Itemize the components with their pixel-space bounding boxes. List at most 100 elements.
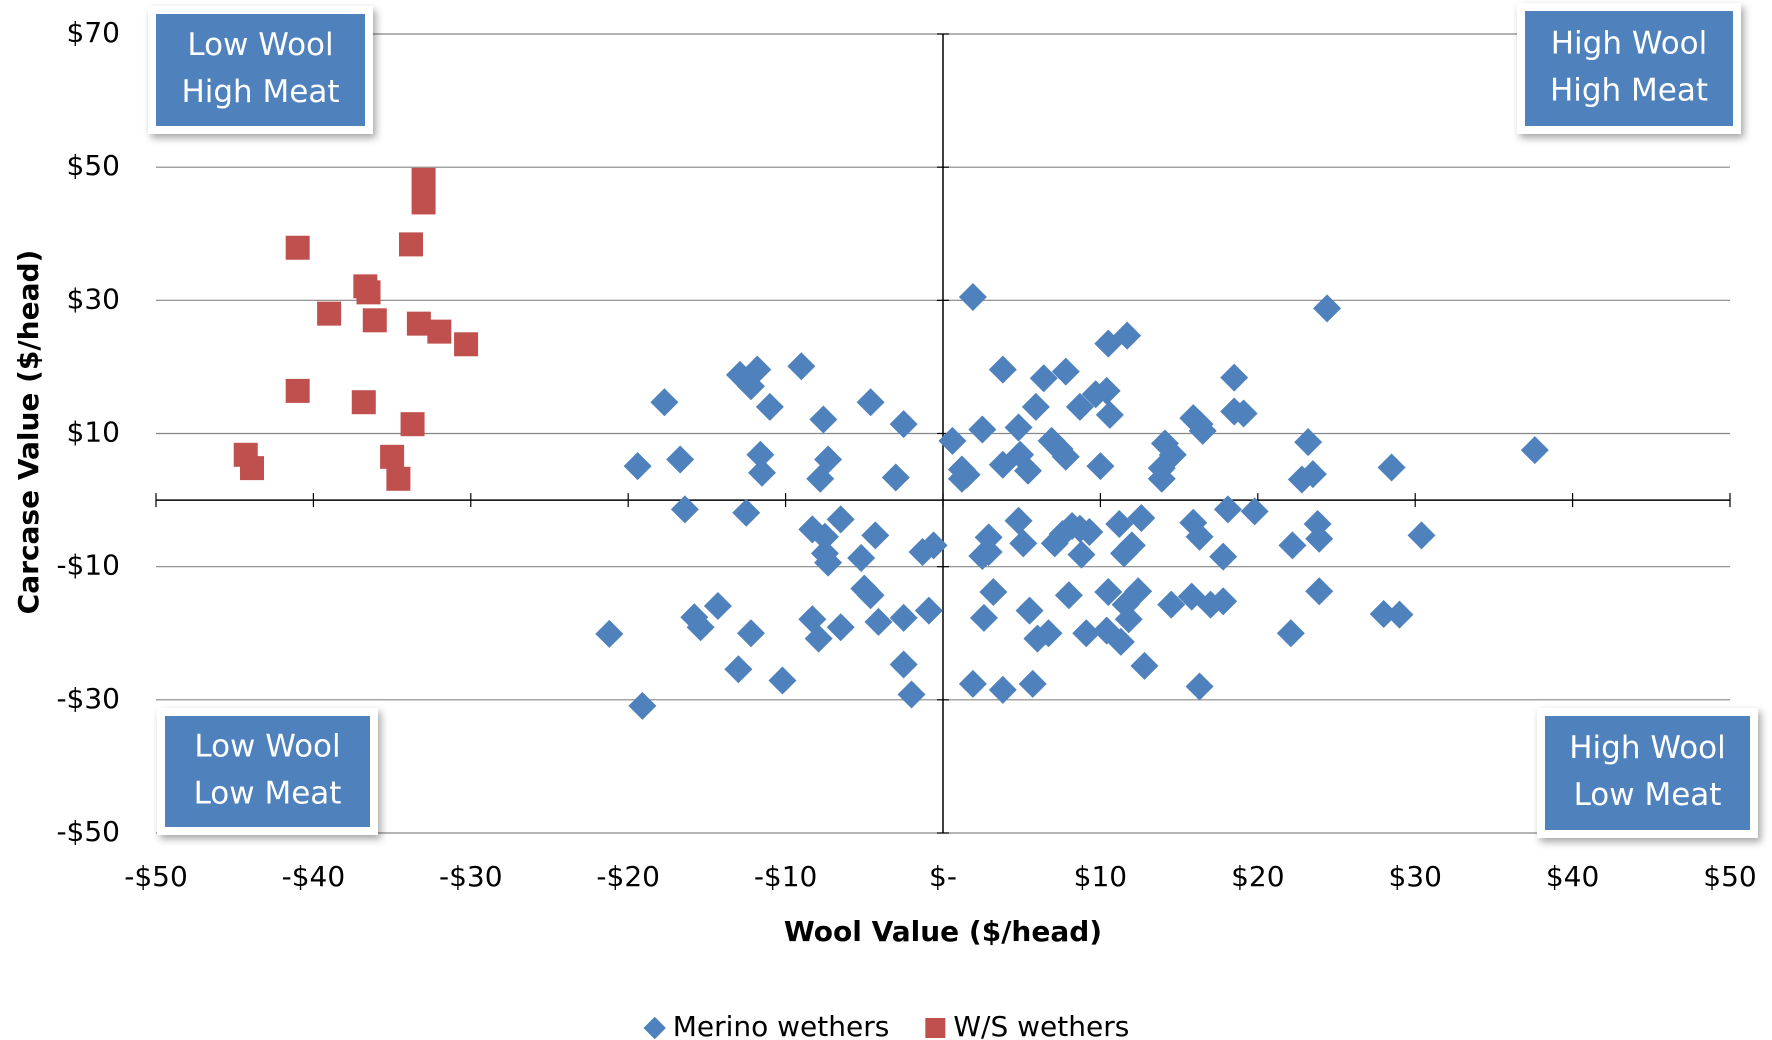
point (400, 412, 425, 437)
quadrant-text: High Meat (1550, 73, 1708, 109)
x-tick-label: $10 (1074, 860, 1127, 893)
point (1067, 540, 1096, 569)
point (1127, 504, 1156, 533)
quadrant-label: High Wool Low Meat (1537, 708, 1758, 838)
point (454, 332, 479, 357)
point (768, 666, 797, 695)
y-axis-title: Carcase Value ($/head) (12, 250, 45, 615)
point (806, 464, 835, 493)
x-tick-label: -$30 (439, 860, 503, 893)
point (380, 444, 405, 469)
point (427, 319, 452, 344)
point (826, 505, 855, 534)
point (864, 607, 893, 636)
point (856, 581, 885, 610)
legend: Merino wethers W/S wethers (643, 1010, 1129, 1040)
point (1229, 399, 1258, 428)
point (732, 498, 761, 527)
point (670, 495, 699, 524)
point (1278, 531, 1307, 560)
point (804, 624, 833, 653)
point (1520, 436, 1549, 465)
quadrant-box (1545, 716, 1750, 830)
point (938, 426, 967, 455)
x-tick-label: -$40 (282, 860, 346, 893)
point (889, 410, 918, 439)
point (988, 675, 1017, 704)
point (755, 392, 784, 421)
point (914, 596, 943, 625)
quadrant-label: High Wool High Meat (1517, 3, 1741, 134)
point (861, 521, 890, 550)
point (1021, 392, 1050, 421)
point (1086, 452, 1115, 481)
point (1185, 522, 1214, 551)
point (703, 591, 732, 620)
point (1106, 627, 1135, 656)
quadrant-label: Low Wool Low Meat (157, 708, 378, 835)
point (1105, 510, 1134, 539)
point (809, 405, 838, 434)
point (969, 603, 998, 632)
x-tick-label: $50 (1703, 860, 1756, 893)
point (787, 352, 816, 381)
point (1213, 495, 1242, 524)
y-tick-label: $30 (67, 282, 120, 315)
y-tick-label: -$30 (56, 682, 120, 715)
point (747, 458, 776, 487)
point (1130, 651, 1159, 680)
point (1220, 363, 1249, 392)
point (736, 619, 765, 648)
point (1065, 392, 1094, 421)
point (988, 355, 1017, 384)
point (919, 531, 948, 560)
quadrant-text: Low Wool (194, 729, 340, 765)
quadrant-label: Low Wool High Meat (148, 6, 373, 134)
legend-marker (643, 1016, 666, 1040)
point (826, 613, 855, 642)
point (623, 452, 652, 481)
point (1305, 524, 1334, 553)
point (356, 280, 381, 305)
point (1185, 672, 1214, 701)
point (968, 415, 997, 444)
point (1294, 428, 1323, 457)
quadrant-text: Low Meat (194, 776, 342, 812)
point (889, 650, 918, 679)
point (411, 190, 436, 215)
point (595, 619, 624, 648)
point (1072, 619, 1101, 648)
point (847, 544, 876, 573)
point (1051, 357, 1080, 386)
y-tick-label: -$50 (56, 815, 120, 848)
x-tick-label: $- (929, 860, 957, 893)
point (406, 311, 431, 336)
point (1113, 321, 1142, 350)
point (1124, 577, 1153, 606)
point (856, 388, 885, 417)
point (686, 613, 715, 642)
quadrant-text: Low Meat (1574, 777, 1722, 813)
point (1004, 413, 1033, 442)
point (1015, 596, 1044, 625)
point (1051, 442, 1080, 471)
point (1029, 364, 1058, 393)
x-tick-label: $30 (1388, 860, 1441, 893)
point (1006, 440, 1035, 469)
point (958, 283, 987, 312)
point (881, 463, 910, 492)
point (1157, 590, 1186, 619)
x-tick-label: $40 (1546, 860, 1599, 893)
point (1377, 453, 1406, 482)
point (897, 680, 926, 709)
point (746, 440, 775, 469)
point (1114, 605, 1143, 634)
quadrant-box (156, 14, 365, 126)
point (1240, 497, 1269, 526)
point (1095, 400, 1124, 429)
point (1004, 506, 1033, 535)
x-tick-label: -$10 (754, 860, 818, 893)
point (736, 372, 765, 401)
quadrant-text: Low Wool (187, 27, 333, 63)
